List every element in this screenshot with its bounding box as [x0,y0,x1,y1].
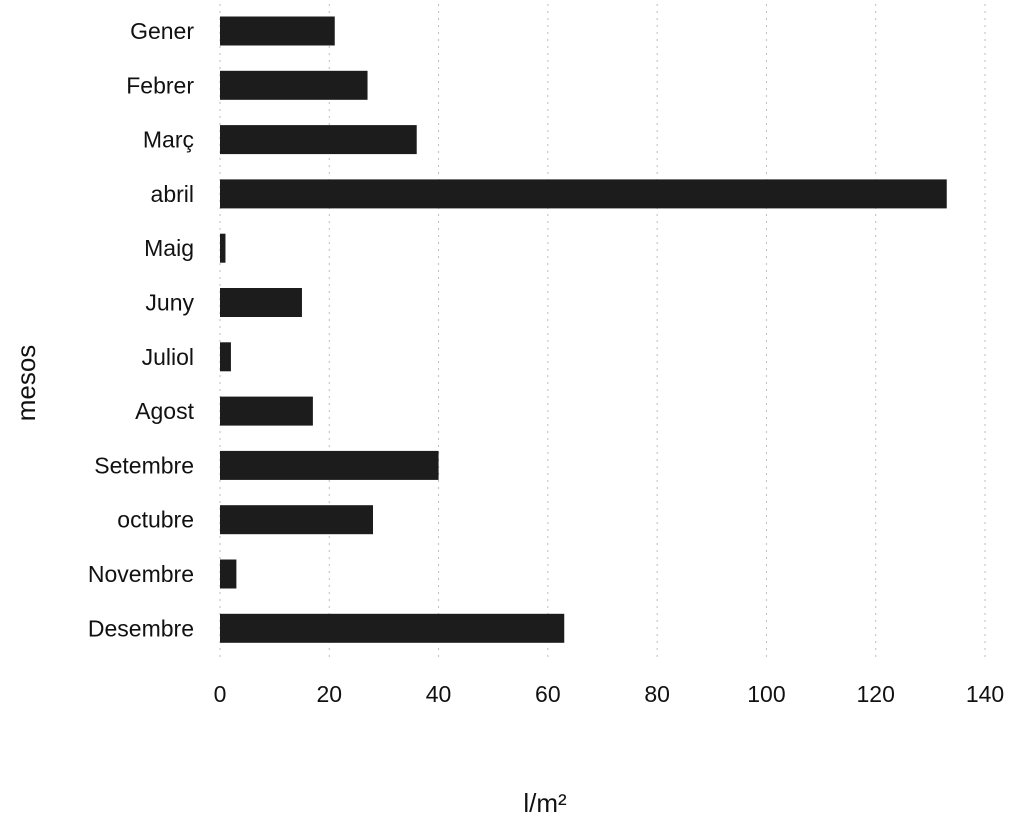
x-tick-label-100: 100 [747,681,785,707]
category-label-octubre: octubre [117,507,194,533]
grid-lines [219,4,986,660]
bar-setembre [220,450,439,480]
category-label-febrer: Febrer [126,72,194,98]
category-label-setembre: Setembre [94,452,194,478]
bars [220,16,947,643]
category-label-maig: Maig [144,235,194,261]
bar-juny [220,288,302,317]
category-label-desembre: Desembre [88,615,194,641]
x-tick-label-20: 20 [316,681,342,707]
bar-gener [220,16,335,46]
bar-febrer [220,70,368,100]
category-label-agost: Agost [135,398,194,424]
bar-maig [220,233,226,263]
category-labels: Gener Febrer Març abril Maig Juny Juliol Agost S… [88,18,195,641]
x-tick-label-60: 60 [535,681,561,707]
category-label-abril: abril [151,181,194,207]
bar-març [220,125,417,155]
category-label-juliol: Juliol [142,344,194,370]
x-tick-label-0: 0 [214,681,227,707]
x-tick-label-140: 140 [966,681,1004,707]
category-label-gener: Gener [130,18,194,44]
bar-novembre [220,559,237,589]
x-tick-label-120: 120 [857,681,895,707]
x-tick-labels: 0 20 40 60 80 100 120 140 [214,681,1005,707]
category-label-març: Març [143,127,194,153]
x-tick-label-40: 40 [426,681,452,707]
bar-abril [220,179,947,209]
bar-octubre [220,505,373,535]
bar-desembre [220,613,565,643]
bar-agost [220,396,313,426]
y-axis-title: mesos [11,345,41,422]
category-label-juny: Juny [145,290,194,316]
x-tick-label-80: 80 [644,681,670,707]
category-label-novembre: Novembre [88,561,194,587]
x-axis-title: l/m² [523,788,567,818]
bar-juliol [220,342,231,372]
